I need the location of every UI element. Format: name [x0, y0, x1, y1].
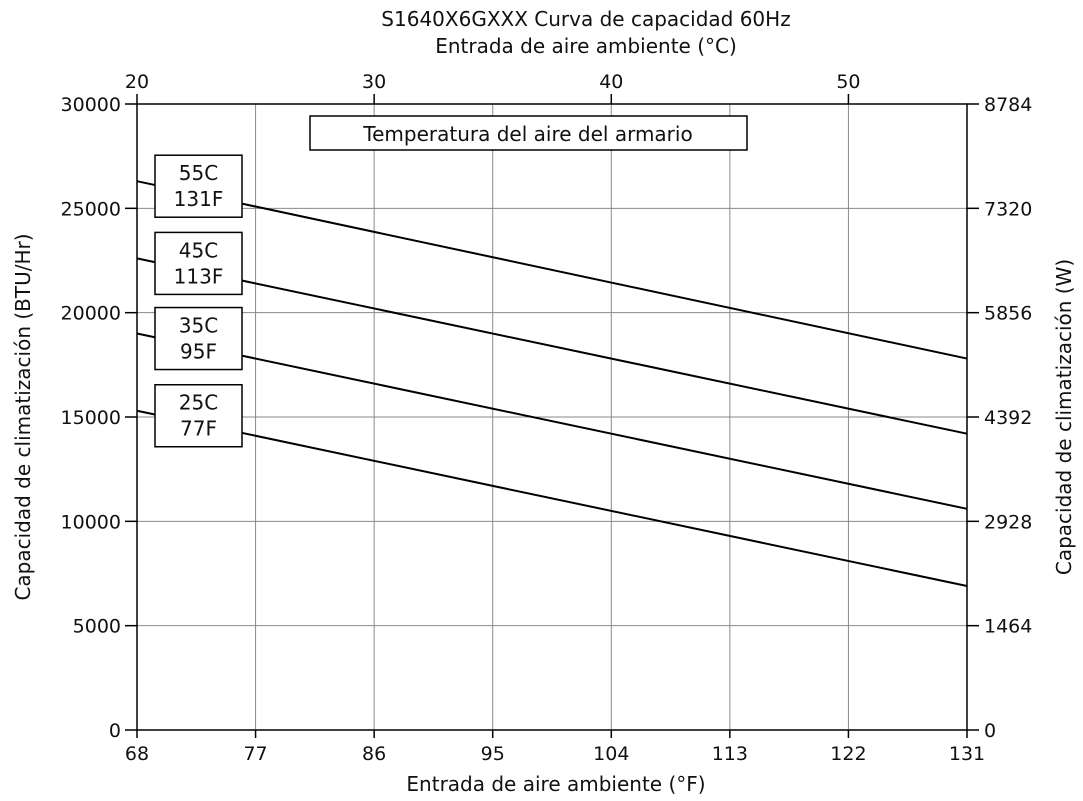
- y-right-tick-label: 1464: [984, 616, 1032, 638]
- series-line: [136, 180, 968, 360]
- y-right-tick-label: 2928: [984, 511, 1032, 533]
- x-bottom-tick-label: 68: [125, 743, 149, 765]
- x-top-tick-label: 40: [599, 71, 623, 93]
- series-line: [136, 257, 968, 435]
- series-label-box: [154, 231, 243, 296]
- legend-title: Temperatura del aire del armario: [362, 122, 692, 146]
- series-line: [136, 332, 968, 510]
- grid: [137, 104, 967, 730]
- y-left-tick-label: 25000: [61, 198, 121, 220]
- series-label-text: 25C: [179, 391, 218, 415]
- series-label-text: 77F: [180, 417, 217, 441]
- y-right-tick-label: 4392: [984, 407, 1032, 429]
- series-label-text: 131F: [174, 187, 224, 211]
- y-left-tick-label: 15000: [61, 407, 121, 429]
- chart-title: S1640X6GXXX Curva de capacidad 60Hz: [381, 7, 790, 31]
- series-label-text: 35C: [179, 314, 218, 338]
- series-label-text: 45C: [179, 238, 218, 262]
- x-top-tick-label: 30: [362, 71, 386, 93]
- legend-title-box: Temperatura del aire del armario: [309, 115, 748, 151]
- y-left-tick-label: 10000: [61, 511, 121, 533]
- x-bottom-tick-label: 113: [712, 743, 748, 765]
- x-bottom-tick-label: 95: [481, 743, 505, 765]
- series-label-box: [154, 306, 243, 371]
- y-right-axis-title: Capacidad de climatización (W): [1052, 259, 1076, 575]
- x-bottom-tick-label: 131: [949, 743, 985, 765]
- legend-title-box-rect: [309, 115, 748, 151]
- x-top-tick-label: 50: [836, 71, 860, 93]
- axis-ticks: [125, 94, 979, 738]
- series-line: [136, 409, 968, 587]
- x-top-axis-title: Entrada de aire ambiente (°C): [435, 34, 737, 58]
- y-left-tick-label: 30000: [61, 94, 121, 116]
- series-label-box: [154, 383, 243, 448]
- y-left-tick-label: 0: [109, 720, 121, 742]
- series-label-box: [154, 154, 243, 218]
- series-label-text: 113F: [174, 264, 224, 288]
- series-label-text: 95F: [180, 340, 217, 364]
- x-top-tick-label: 20: [125, 71, 149, 93]
- x-bottom-axis-title: Entrada de aire ambiente (°F): [406, 772, 705, 796]
- y-right-tick-label: 5856: [984, 303, 1032, 325]
- y-left-axis-title: Capacidad de climatización (BTU/Hr): [11, 233, 35, 600]
- x-bottom-tick-label: 86: [362, 743, 386, 765]
- x-bottom-tick-label: 77: [243, 743, 267, 765]
- y-right-tick-label: 7320: [984, 198, 1032, 220]
- y-right-tick-label: 8784: [984, 94, 1032, 116]
- y-left-tick-label: 5000: [73, 616, 121, 638]
- y-right-tick-label: 0: [984, 720, 996, 742]
- x-bottom-tick-label: 122: [830, 743, 866, 765]
- x-bottom-tick-label: 104: [593, 743, 629, 765]
- series-group: [136, 180, 968, 587]
- y-left-tick-label: 20000: [61, 303, 121, 325]
- series-label-text: 55C: [179, 161, 218, 185]
